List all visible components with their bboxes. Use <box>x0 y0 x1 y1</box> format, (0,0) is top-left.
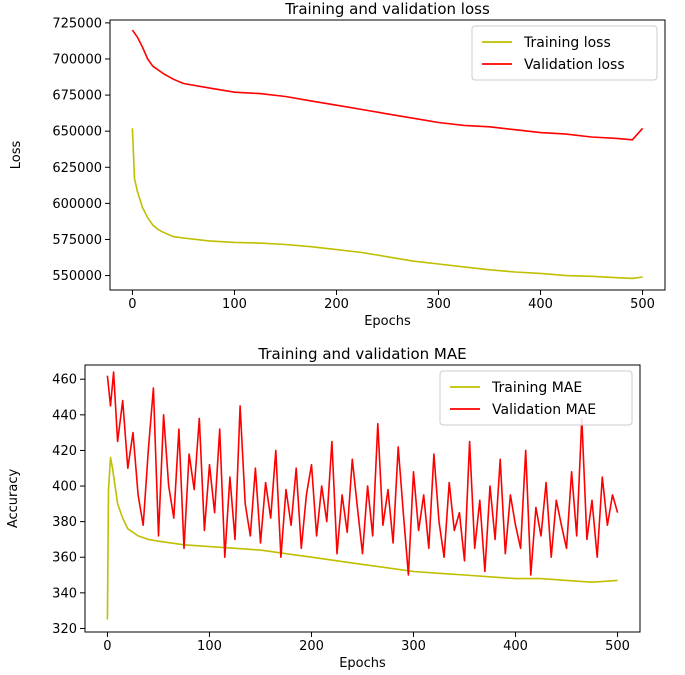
x-tick-label: 200 <box>299 639 324 654</box>
y-tick-label: 700000 <box>52 52 102 67</box>
x-tick-label: 300 <box>401 639 426 654</box>
x-tick-label: 200 <box>324 297 349 312</box>
series-line-validation-loss <box>131 29 644 141</box>
series-line-training-loss <box>131 128 643 280</box>
y-tick-label: 460 <box>52 373 77 388</box>
legend-label: Validation MAE <box>492 402 596 418</box>
x-axis-label: Epochs <box>339 656 386 671</box>
x-tick-label: 400 <box>528 297 553 312</box>
chart-title: Training and validation loss <box>284 0 490 18</box>
y-tick-label: 440 <box>52 408 77 423</box>
y-tick-label: 400 <box>52 480 77 495</box>
series-line-training-mae <box>106 456 618 620</box>
y-tick-label: 625000 <box>52 161 102 176</box>
y-tick-label: 420 <box>52 444 77 459</box>
x-tick-label: 300 <box>426 297 451 312</box>
mae-chart: Training and validation MAE Epochs Accur… <box>6 345 641 671</box>
series-line-validation-mae <box>106 371 619 576</box>
plot-frame <box>109 19 666 291</box>
y-tick-label: 675000 <box>52 89 102 104</box>
legend-label: Validation loss <box>524 57 625 73</box>
y-tick-label: 650000 <box>52 125 102 140</box>
chart-title: Training and validation MAE <box>257 345 466 363</box>
x-tick-label: 100 <box>222 297 247 312</box>
y-tick-label: 380 <box>52 515 77 530</box>
y-axis-label: Loss <box>9 141 24 170</box>
x-tick-label: 0 <box>103 639 111 654</box>
legend-label: Training loss <box>523 35 611 51</box>
legend <box>471 25 658 81</box>
y-tick-label: 340 <box>52 586 77 601</box>
y-tick-label: 725000 <box>52 16 102 31</box>
y-tick-label: 575000 <box>52 233 102 248</box>
x-tick-label: 0 <box>128 297 136 312</box>
legend <box>439 370 633 426</box>
x-tick-label: 500 <box>630 297 655 312</box>
x-tick-label: 400 <box>503 639 528 654</box>
y-tick-label: 320 <box>52 622 77 637</box>
y-tick-label: 360 <box>52 551 77 566</box>
y-axis-label: Accuracy <box>6 469 21 529</box>
y-tick-label: 550000 <box>52 269 102 284</box>
loss-chart: Training and validation loss Epochs Loss… <box>9 0 666 329</box>
x-tick-label: 500 <box>605 639 630 654</box>
x-axis-label: Epochs <box>364 314 411 329</box>
x-tick-label: 100 <box>197 639 222 654</box>
legend-label: Training MAE <box>491 380 582 396</box>
y-tick-label: 600000 <box>52 197 102 212</box>
plot-frame <box>84 364 641 633</box>
